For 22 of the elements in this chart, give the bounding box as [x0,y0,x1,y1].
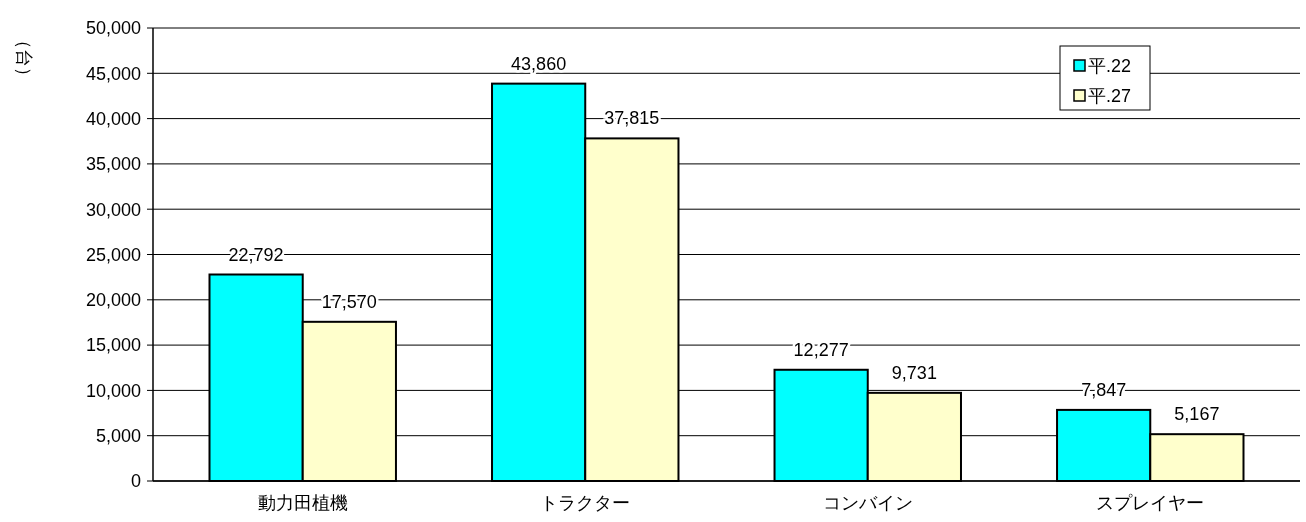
y-tick-label: 40,000 [85,108,141,129]
y-tick-label: 35,000 [85,154,141,175]
y-axis-title: （台） [13,31,34,85]
data-label: 12,277 [793,339,849,360]
legend-label: 平.22 [1088,56,1132,77]
x-tick-label: 動力田植機 [257,493,348,513]
y-tick-label: 5,000 [95,426,141,446]
y-tick-label: 0 [130,471,141,492]
y-tick-label: 25,000 [85,244,141,265]
data-label: 5,167 [1174,404,1220,425]
legend-label: 平.27 [1088,86,1132,107]
y-tick-label: 50,000 [85,18,141,39]
x-tick-label: スプレイヤー [1096,493,1205,513]
y-tick-label: 10,000 [85,380,141,401]
y-tick-label: 20,000 [85,290,141,311]
y-tick-label: 45,000 [85,63,141,84]
y-tick-label: 15,000 [85,335,141,356]
x-tick-label: トラクター [540,493,631,513]
y-tick-label: 30,000 [85,199,141,220]
data-label: 43,860 [511,53,567,74]
x-tick-label: コンバイン [822,493,913,513]
data-label: 9,731 [891,362,937,383]
